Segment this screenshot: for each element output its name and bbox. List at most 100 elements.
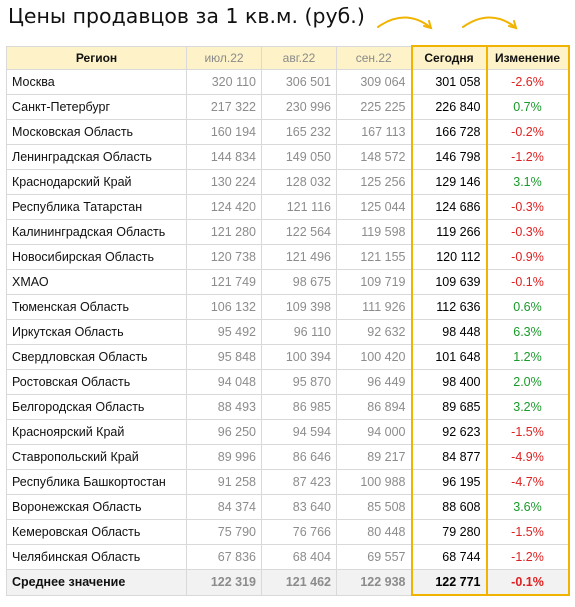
aug-price-cell: 165 232 <box>262 120 337 145</box>
table-row: Калининградская Область 121 280 122 564 119… <box>7 220 569 245</box>
table-row: Воронежская Область 84 374 83 640 85 508 88 … <box>7 495 569 520</box>
sep-price-cell: 69 557 <box>337 545 412 570</box>
today-price-cell: 226 840 <box>412 95 487 120</box>
jul-price-cell: 95 848 <box>187 345 262 370</box>
jul-price-cell: 124 420 <box>187 195 262 220</box>
change-cell: -0.1% <box>487 270 569 295</box>
jul-price-cell: 96 250 <box>187 420 262 445</box>
sep-price-cell: 119 598 <box>337 220 412 245</box>
sep-price-cell: 86 894 <box>337 395 412 420</box>
aug-price-cell: 94 594 <box>262 420 337 445</box>
jul-price-cell: 130 224 <box>187 170 262 195</box>
aug-price-cell: 86 646 <box>262 445 337 470</box>
aug-price-cell: 128 032 <box>262 170 337 195</box>
price-table: Регион июл.22 авг.22 сен.22 Сегодня Изме… <box>6 45 570 596</box>
jul-price-cell: 122 319 <box>187 570 262 596</box>
table-row: Московская Область 160 194 165 232 167 113 1… <box>7 120 569 145</box>
table-row: Санкт-Петербург 217 322 230 996 225 225 226 … <box>7 95 569 120</box>
change-cell: 2.0% <box>487 370 569 395</box>
table-header-row: Регион июл.22 авг.22 сен.22 Сегодня Изме… <box>7 46 569 70</box>
change-cell: -4.7% <box>487 470 569 495</box>
aug-price-cell: 306 501 <box>262 70 337 95</box>
region-cell: Кемеровская Область <box>7 520 187 545</box>
sep-price-cell: 89 217 <box>337 445 412 470</box>
table-row: Кемеровская Область 75 790 76 766 80 448 79 … <box>7 520 569 545</box>
region-cell: Краснодарский Край <box>7 170 187 195</box>
aug-price-cell: 96 110 <box>262 320 337 345</box>
sep-price-cell: 109 719 <box>337 270 412 295</box>
column-header-region: Регион <box>7 46 187 70</box>
table-row: Челябинская Область 67 836 68 404 69 557 68 … <box>7 545 569 570</box>
jul-price-cell: 75 790 <box>187 520 262 545</box>
jul-price-cell: 84 374 <box>187 495 262 520</box>
region-cell: Челябинская Область <box>7 545 187 570</box>
table-row: Свердловская Область 95 848 100 394 100 420… <box>7 345 569 370</box>
region-cell: Среднее значение <box>7 570 187 596</box>
region-cell: Республика Башкортостан <box>7 470 187 495</box>
table-row: Республика Татарстан 124 420 121 116 125 04… <box>7 195 569 220</box>
jul-price-cell: 94 048 <box>187 370 262 395</box>
aug-price-cell: 149 050 <box>262 145 337 170</box>
region-cell: Новосибирская Область <box>7 245 187 270</box>
column-header-change: Изменение <box>487 46 569 70</box>
today-price-cell: 129 146 <box>412 170 487 195</box>
today-price-cell: 96 195 <box>412 470 487 495</box>
sep-price-cell: 125 256 <box>337 170 412 195</box>
aug-price-cell: 230 996 <box>262 95 337 120</box>
table-row: Ростовская Область 94 048 95 870 96 449 98 4… <box>7 370 569 395</box>
region-cell: Воронежская Область <box>7 495 187 520</box>
sep-price-cell: 100 988 <box>337 470 412 495</box>
arrow-icon-right <box>463 18 515 28</box>
aug-price-cell: 68 404 <box>262 545 337 570</box>
region-cell: Красноярский Край <box>7 420 187 445</box>
today-price-cell: 84 877 <box>412 445 487 470</box>
change-cell: 6.3% <box>487 320 569 345</box>
region-cell: Ростовская Область <box>7 370 187 395</box>
region-cell: Тюменская Область <box>7 295 187 320</box>
jul-price-cell: 217 322 <box>187 95 262 120</box>
aug-price-cell: 121 116 <box>262 195 337 220</box>
jul-price-cell: 121 280 <box>187 220 262 245</box>
column-header-today: Сегодня <box>412 46 487 70</box>
today-price-cell: 119 266 <box>412 220 487 245</box>
sep-price-cell: 148 572 <box>337 145 412 170</box>
aug-price-cell: 121 462 <box>262 570 337 596</box>
region-cell: Ставропольский Край <box>7 445 187 470</box>
today-price-cell: 124 686 <box>412 195 487 220</box>
jul-price-cell: 106 132 <box>187 295 262 320</box>
today-price-cell: 88 608 <box>412 495 487 520</box>
change-cell: -1.5% <box>487 520 569 545</box>
aug-price-cell: 76 766 <box>262 520 337 545</box>
sep-price-cell: 121 155 <box>337 245 412 270</box>
region-cell: ХМАО <box>7 270 187 295</box>
change-cell: 0.6% <box>487 295 569 320</box>
table-row: Тюменская Область 106 132 109 398 111 926 11… <box>7 295 569 320</box>
today-price-cell: 112 636 <box>412 295 487 320</box>
aug-price-cell: 100 394 <box>262 345 337 370</box>
region-cell: Санкт-Петербург <box>7 95 187 120</box>
column-header-sep: сен.22 <box>337 46 412 70</box>
arrows-decoration <box>0 0 575 45</box>
sep-price-cell: 96 449 <box>337 370 412 395</box>
region-cell: Ленинградская Область <box>7 145 187 170</box>
jul-price-cell: 88 493 <box>187 395 262 420</box>
today-price-cell: 120 112 <box>412 245 487 270</box>
sep-price-cell: 167 113 <box>337 120 412 145</box>
change-cell: -0.1% <box>487 570 569 596</box>
table-row: Ленинградская Область 144 834 149 050 148 5… <box>7 145 569 170</box>
sep-price-cell: 122 938 <box>337 570 412 596</box>
region-cell: Калининградская Область <box>7 220 187 245</box>
region-cell: Московская Область <box>7 120 187 145</box>
table-row: Москва 320 110 306 501 309 064 301 058 -2.6% <box>7 70 569 95</box>
change-cell: -2.6% <box>487 70 569 95</box>
sep-price-cell: 94 000 <box>337 420 412 445</box>
today-price-cell: 68 744 <box>412 545 487 570</box>
average-row: Среднее значение 122 319 121 462 122 938 122… <box>7 570 569 596</box>
aug-price-cell: 122 564 <box>262 220 337 245</box>
column-header-aug: авг.22 <box>262 46 337 70</box>
sep-price-cell: 111 926 <box>337 295 412 320</box>
today-price-cell: 122 771 <box>412 570 487 596</box>
sep-price-cell: 85 508 <box>337 495 412 520</box>
change-cell: -1.5% <box>487 420 569 445</box>
today-price-cell: 101 648 <box>412 345 487 370</box>
